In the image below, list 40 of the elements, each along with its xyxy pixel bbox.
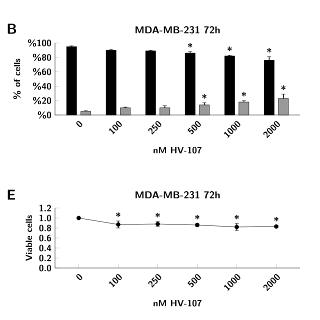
- annotation: *: [234, 214, 239, 220]
- annotation: *: [156, 212, 160, 218]
- y-tick-label: 1.0: [40, 214, 52, 222]
- annotation: *: [116, 212, 120, 217]
- y-tick-label: %20: [32, 96, 52, 104]
- annotation: *: [228, 46, 232, 52]
- x-tick-label: 0: [76, 121, 82, 128]
- x-tick-label: 250: [148, 274, 162, 288]
- y-axis-title: Viable cells: [26, 215, 32, 261]
- annotation: *: [274, 216, 278, 222]
- text: E: [8, 190, 16, 200]
- y-axis-title: % of cells: [13, 58, 21, 99]
- annotation: *: [281, 85, 286, 90]
- chart-title: MDA-MB-231 72h: [136, 26, 220, 34]
- annotation: *: [202, 94, 206, 99]
- x-tick-label: 500: [188, 274, 201, 288]
- y-tick-label: 0.8: [39, 224, 52, 232]
- annotation: *: [242, 92, 246, 96]
- y-tick-label: %40: [32, 82, 52, 90]
- y-tick-label: 0.2: [39, 254, 51, 262]
- x-tick-label: 500: [188, 121, 201, 134]
- y-tick-label: 0.6: [39, 234, 52, 242]
- x-tick-label: 0: [76, 274, 82, 280]
- x-tick-label: 250: [148, 121, 162, 134]
- annotation: *: [195, 214, 200, 220]
- y-tick-label: %0: [38, 111, 52, 119]
- annotation: *: [188, 42, 192, 48]
- y-tick-label: %100: [28, 39, 52, 47]
- y-tick-label: %60: [32, 68, 52, 76]
- x-tick-label: 100: [108, 274, 122, 288]
- x-axis-title: nM HV-107: [154, 146, 202, 154]
- y-tick-label: 0.4: [39, 244, 52, 252]
- x-tick-label: 100: [108, 121, 122, 134]
- y-tick-label: %80: [32, 54, 52, 62]
- text: B: [8, 24, 16, 34]
- x-axis-title: nM HV-107: [154, 300, 202, 306]
- y-tick-label: 0.0: [39, 264, 52, 272]
- annotation: *: [267, 48, 272, 53]
- y-tick-label: 1.2: [40, 204, 51, 212]
- chart-title: MDA-MB-231 72h: [136, 191, 220, 198]
